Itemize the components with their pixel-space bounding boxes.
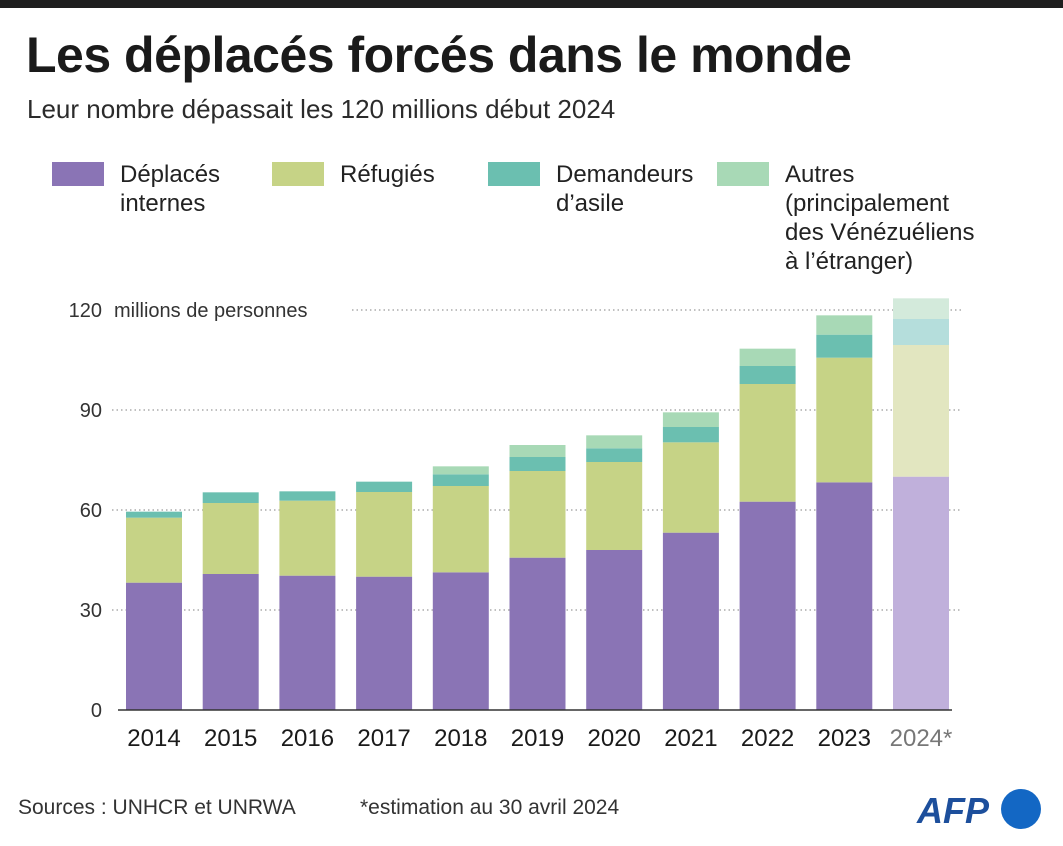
legend-swatch-refugies bbox=[272, 162, 324, 186]
bar-2018-refugies bbox=[432, 486, 489, 573]
x-tick-label-2021: 2021 bbox=[664, 725, 717, 752]
bar-2024-refugies bbox=[893, 345, 949, 477]
bar-2023-demandeurs-d bbox=[816, 334, 873, 358]
bar-2015-deplaces-internes bbox=[202, 574, 259, 710]
stacked-bar-chart: 0 30 60 90 120 millions de personnes 2014 2015 2… bbox=[69, 298, 962, 752]
bar-2020-refugies bbox=[586, 462, 643, 550]
chart-title: Les déplacés forcés dans le monde bbox=[26, 27, 852, 83]
legend-swatch-deplaces-internes bbox=[52, 162, 104, 186]
y-tick-label-120: 120 bbox=[69, 300, 102, 322]
y-tick-label-60: 60 bbox=[80, 500, 102, 522]
bar-2021-autres-principalement bbox=[662, 412, 719, 427]
bar-2017-demandeurs-d bbox=[356, 481, 413, 492]
x-tick-label-2015: 2015 bbox=[204, 725, 257, 752]
bar-2021-deplaces-internes bbox=[662, 532, 719, 710]
bar-2019-autres-principalement bbox=[509, 445, 566, 457]
sources-note: Sources : UNHCR et UNRWA bbox=[18, 796, 296, 819]
y-tick-label-90: 90 bbox=[80, 400, 102, 422]
x-tick-label-2022: 2022 bbox=[741, 725, 794, 752]
bar-2015-refugies bbox=[202, 503, 259, 574]
bar-2020-deplaces-internes bbox=[586, 550, 643, 710]
bar-2024-demandeurs-d bbox=[893, 319, 949, 345]
bar-2022-autres-principalement bbox=[739, 348, 796, 366]
bar-2014-demandeurs-d bbox=[126, 511, 182, 518]
bar-2019-demandeurs-d bbox=[509, 457, 566, 471]
bar-2018-autres-principalement bbox=[432, 466, 489, 475]
bar-2024-autres-principalement bbox=[893, 298, 949, 319]
bar-2023-deplaces-internes bbox=[816, 482, 873, 710]
top-bar bbox=[0, 0, 1063, 8]
estimation-note: *estimation au 30 avril 2024 bbox=[360, 796, 620, 819]
bar-2016-demandeurs-d bbox=[279, 491, 336, 501]
afp-logo-circle bbox=[1001, 789, 1041, 829]
legend-label-deplaces-internes: Déplacés internes bbox=[120, 161, 221, 217]
bar-2023-refugies bbox=[816, 357, 873, 483]
legend-swatch-demandeurs-asile bbox=[488, 162, 540, 186]
y-tick-label-0: 0 bbox=[91, 700, 102, 722]
bar-2023-autres-principalement bbox=[816, 315, 873, 335]
bar-2021-demandeurs-d bbox=[662, 427, 719, 443]
legend-label-refugies: Réfugiés bbox=[340, 161, 435, 188]
bar-2018-deplaces-internes bbox=[432, 572, 489, 710]
bar-2022-deplaces-internes bbox=[739, 501, 796, 710]
bar-2020-demandeurs-d bbox=[586, 448, 643, 462]
bar-2015-demandeurs-d bbox=[202, 492, 259, 503]
y-axis-unit-label: millions de personnes bbox=[114, 300, 307, 322]
bar-2020-autres-principalement bbox=[586, 435, 643, 449]
x-tick-label-2020: 2020 bbox=[588, 725, 641, 752]
bar-2019-refugies bbox=[509, 471, 566, 558]
legend-label-autres: Autres (principalement des Vénézuéliens … bbox=[785, 161, 975, 275]
bar-2018-demandeurs-d bbox=[432, 474, 489, 486]
chart-subtitle: Leur nombre dépassait les 120 millions d… bbox=[27, 94, 616, 124]
legend-swatch-autres bbox=[717, 162, 769, 186]
bar-2017-deplaces-internes bbox=[356, 576, 413, 710]
bar-2022-demandeurs-d bbox=[739, 366, 796, 384]
bar-2016-refugies bbox=[279, 500, 336, 576]
x-tick-label-2019: 2019 bbox=[511, 725, 564, 752]
bar-2022-refugies bbox=[739, 384, 796, 502]
bar-2017-refugies bbox=[356, 492, 413, 577]
bar-2016-deplaces-internes bbox=[279, 575, 336, 710]
afp-logo: AFP bbox=[916, 789, 1041, 831]
legend-label-demandeurs-asile: Demandeurs d’asile bbox=[556, 161, 694, 217]
x-tick-label-2014: 2014 bbox=[127, 725, 180, 752]
bar-2021-refugies bbox=[662, 442, 719, 533]
x-tick-label-2017: 2017 bbox=[357, 725, 410, 752]
x-tick-label-2023: 2023 bbox=[818, 725, 871, 752]
bar-2024-deplaces-internes bbox=[893, 476, 949, 710]
bar-2019-deplaces-internes bbox=[509, 557, 566, 710]
x-tick-label-2018: 2018 bbox=[434, 725, 487, 752]
y-tick-label-30: 30 bbox=[80, 600, 102, 622]
bar-2014-refugies bbox=[126, 517, 182, 583]
bar-2014-deplaces-internes bbox=[126, 582, 182, 710]
afp-logo-text: AFP bbox=[916, 790, 990, 831]
x-tick-label-2016: 2016 bbox=[281, 725, 334, 752]
x-tick-label-2024: 2024* bbox=[890, 725, 953, 752]
